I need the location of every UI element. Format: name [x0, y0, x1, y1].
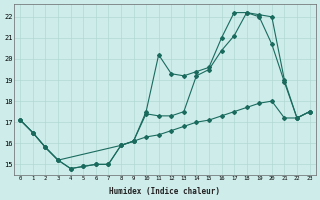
X-axis label: Humidex (Indice chaleur): Humidex (Indice chaleur) — [109, 187, 220, 196]
